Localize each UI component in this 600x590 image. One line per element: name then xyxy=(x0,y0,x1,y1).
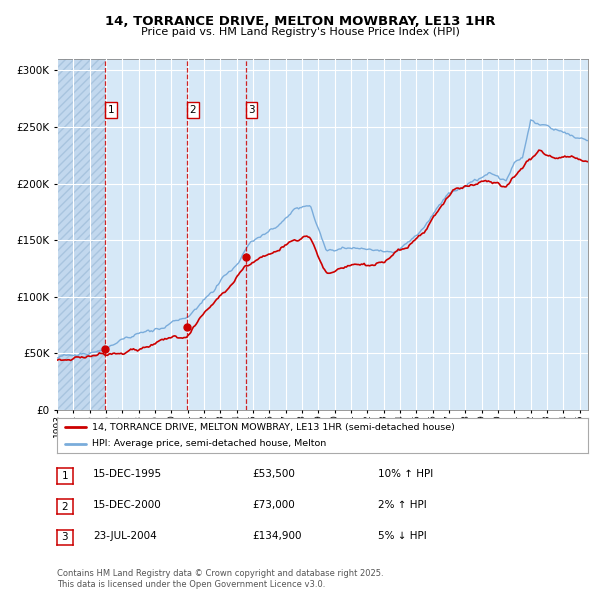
Text: 1: 1 xyxy=(108,105,115,115)
Text: 1: 1 xyxy=(61,471,68,481)
Text: 23-JUL-2004: 23-JUL-2004 xyxy=(93,531,157,540)
Text: 2: 2 xyxy=(190,105,196,115)
Text: 14, TORRANCE DRIVE, MELTON MOWBRAY, LE13 1HR: 14, TORRANCE DRIVE, MELTON MOWBRAY, LE13… xyxy=(105,15,495,28)
Text: Price paid vs. HM Land Registry's House Price Index (HPI): Price paid vs. HM Land Registry's House … xyxy=(140,27,460,37)
Text: £134,900: £134,900 xyxy=(252,531,302,540)
Text: 2% ↑ HPI: 2% ↑ HPI xyxy=(378,500,427,510)
Text: 3: 3 xyxy=(248,105,255,115)
Text: £73,000: £73,000 xyxy=(252,500,295,510)
Text: 10% ↑ HPI: 10% ↑ HPI xyxy=(378,470,433,479)
Text: £53,500: £53,500 xyxy=(252,470,295,479)
Text: 14, TORRANCE DRIVE, MELTON MOWBRAY, LE13 1HR (semi-detached house): 14, TORRANCE DRIVE, MELTON MOWBRAY, LE13… xyxy=(92,423,454,432)
Text: 3: 3 xyxy=(61,533,68,542)
Text: 2: 2 xyxy=(61,502,68,512)
Bar xyxy=(57,59,106,410)
Text: 15-DEC-2000: 15-DEC-2000 xyxy=(93,500,162,510)
Text: HPI: Average price, semi-detached house, Melton: HPI: Average price, semi-detached house,… xyxy=(92,439,326,448)
Text: Contains HM Land Registry data © Crown copyright and database right 2025.
This d: Contains HM Land Registry data © Crown c… xyxy=(57,569,383,589)
Text: 15-DEC-1995: 15-DEC-1995 xyxy=(93,470,162,479)
Text: 5% ↓ HPI: 5% ↓ HPI xyxy=(378,531,427,540)
